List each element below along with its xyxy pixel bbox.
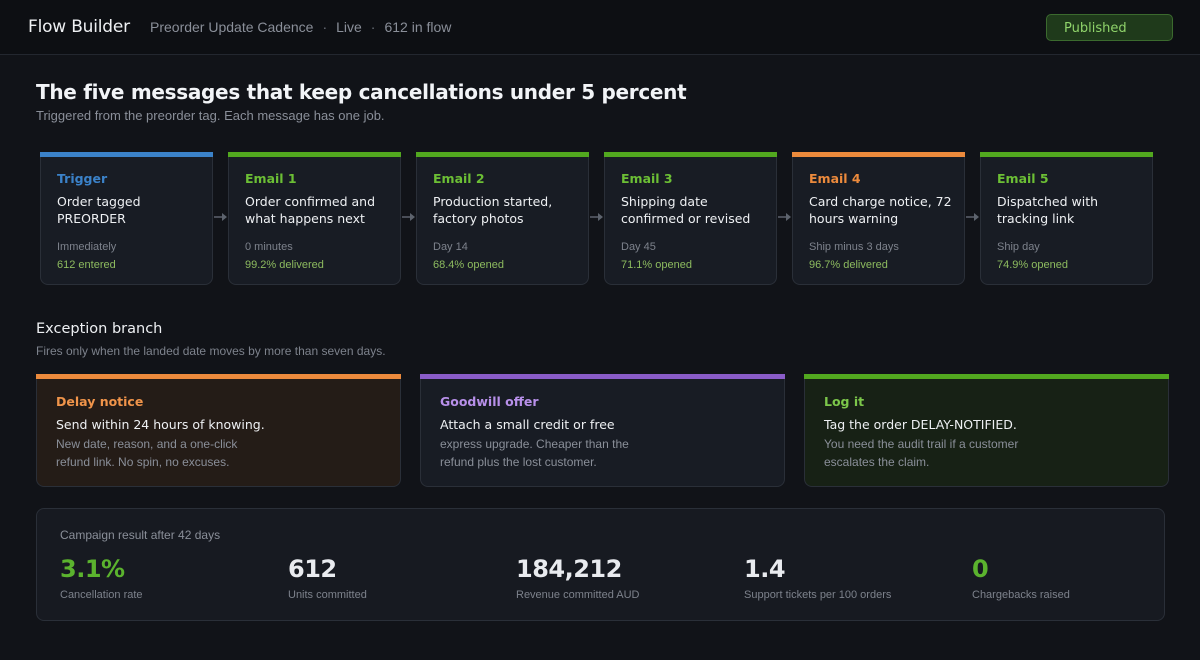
app-title: Flow Builder — [28, 17, 130, 37]
card-accent-bar — [804, 374, 1169, 379]
breadcrumb-count: 612 in flow — [384, 19, 452, 35]
step-title: Order confirmed and what happens next — [245, 194, 376, 226]
step-timing: 0 minutes — [245, 241, 293, 253]
step-accent-bar — [980, 152, 1153, 157]
step-accent-bar — [792, 152, 965, 157]
arrow-right-icon — [778, 213, 791, 221]
flow-step-email-3[interactable]: Email 3 Shipping date confirmed or revis… — [604, 152, 777, 285]
step-timing: Immediately — [57, 241, 117, 253]
card-kind: Goodwill offer — [440, 394, 539, 409]
exception-card-goodwill-offer[interactable]: Goodwill offer Attach a small credit or … — [420, 374, 785, 487]
step-accent-bar — [416, 152, 589, 157]
step-timing: Ship minus 3 days — [809, 241, 899, 253]
stat-label: Revenue committed AUD — [516, 589, 640, 601]
step-metric: 612 entered — [57, 259, 116, 271]
flow-step-email-4[interactable]: Email 4 Card charge notice, 72 hours war… — [792, 152, 965, 285]
card-kind: Log it — [824, 394, 865, 409]
card-lead: Send within 24 hours of knowing. — [56, 417, 265, 432]
published-button[interactable]: Published — [1046, 14, 1173, 41]
step-accent-bar — [604, 152, 777, 157]
exception-branch-title: Exception branch — [36, 321, 163, 337]
arrow-right-icon — [590, 213, 603, 221]
step-accent-bar — [228, 152, 401, 157]
card-accent-bar — [36, 374, 401, 379]
stat-label: Units committed — [288, 589, 367, 601]
step-title: Shipping date confirmed or revised — [621, 194, 751, 226]
page-subtitle: Triggered from the preorder tag. Each me… — [36, 108, 385, 123]
step-kind: Email 3 — [621, 171, 673, 186]
stat-value: 3.1% — [60, 555, 125, 583]
card-lead: Tag the order DELAY-NOTIFIED. — [824, 417, 1017, 432]
exception-card-log-it[interactable]: Log it Tag the order DELAY-NOTIFIED. You… — [804, 374, 1169, 487]
exception-card-delay-notice[interactable]: Delay notice Send within 24 hours of kno… — [36, 374, 401, 487]
step-metric: 68.4% opened — [433, 259, 504, 271]
step-timing: Ship day — [997, 241, 1040, 253]
stat-value: 1.4 — [744, 555, 786, 583]
step-title: Production started, factory photos — [433, 194, 553, 226]
arrow-right-icon — [402, 213, 415, 221]
step-metric: 96.7% delivered — [809, 259, 888, 271]
step-title: Dispatched with tracking link — [997, 194, 1099, 226]
page-title: The five messages that keep cancellation… — [36, 80, 687, 104]
step-metric: 71.1% opened — [621, 259, 692, 271]
exception-branch-subtitle: Fires only when the landed date moves by… — [36, 344, 386, 358]
step-kind: Email 4 — [809, 171, 861, 186]
step-metric: 99.2% delivered — [245, 259, 324, 271]
breadcrumb-flow-name[interactable]: Preorder Update Cadence — [150, 19, 314, 35]
card-accent-bar — [420, 374, 785, 379]
card-lead: Attach a small credit or free — [440, 417, 615, 432]
stat-chargebacks: 0 Chargebacks raised — [972, 555, 1070, 601]
stat-support-tickets: 1.4 Support tickets per 100 orders — [744, 555, 891, 601]
card-body: express upgrade. Cheaper than the refund… — [440, 437, 629, 469]
step-timing: Day 45 — [621, 241, 656, 253]
stat-value: 184,212 — [516, 555, 622, 583]
step-kind: Email 5 — [997, 171, 1049, 186]
results-caption: Campaign result after 42 days — [60, 528, 221, 542]
breadcrumb-separator: · — [370, 19, 376, 35]
step-title: Order tagged PREORDER — [57, 194, 141, 226]
step-kind: Trigger — [57, 171, 108, 186]
stat-label: Cancellation rate — [60, 589, 143, 601]
stat-label: Support tickets per 100 orders — [744, 589, 892, 601]
stat-value: 0 — [972, 555, 989, 583]
stat-cancellation-rate: 3.1% Cancellation rate — [60, 555, 143, 601]
step-accent-bar — [40, 152, 213, 157]
top-bar: Flow Builder Preorder Update Cadence · L… — [0, 0, 1200, 55]
stat-units-committed: 612 Units committed — [288, 555, 367, 601]
step-title: Card charge notice, 72 hours warning — [809, 194, 952, 226]
stat-value: 612 — [288, 555, 337, 583]
breadcrumb: Preorder Update Cadence · Live · 612 in … — [150, 19, 451, 35]
arrow-right-icon — [214, 213, 227, 221]
card-body: New date, reason, and a one-click refund… — [56, 437, 238, 469]
card-kind: Delay notice — [56, 394, 144, 409]
flow-step-email-2[interactable]: Email 2 Production started, factory phot… — [416, 152, 589, 285]
step-kind: Email 1 — [245, 171, 297, 186]
arrow-right-icon — [966, 213, 979, 221]
step-metric: 74.9% opened — [997, 259, 1068, 271]
flow-step-trigger[interactable]: Trigger Order tagged PREORDER Immediatel… — [40, 152, 213, 285]
flow-step-email-1[interactable]: Email 1 Order confirmed and what happens… — [228, 152, 401, 285]
breadcrumb-status: Live — [336, 19, 362, 35]
flow-step-email-5[interactable]: Email 5 Dispatched with tracking link Sh… — [980, 152, 1153, 285]
step-timing: Day 14 — [433, 241, 468, 253]
stat-revenue-committed: 184,212 Revenue committed AUD — [516, 555, 640, 601]
campaign-results-panel: Campaign result after 42 days 3.1% Cance… — [36, 508, 1165, 621]
card-body: You need the audit trail if a customer e… — [824, 437, 1019, 469]
step-kind: Email 2 — [433, 171, 485, 186]
breadcrumb-separator: · — [322, 19, 328, 35]
stat-label: Chargebacks raised — [972, 589, 1070, 601]
